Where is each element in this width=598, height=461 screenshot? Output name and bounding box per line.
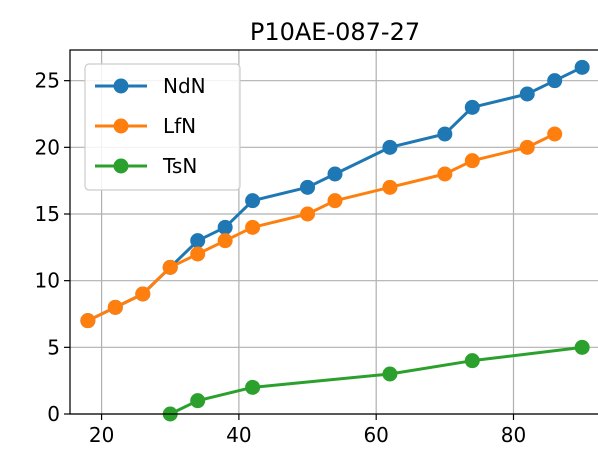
legend-marker — [113, 158, 129, 174]
series-tsn — [162, 339, 590, 422]
data-point — [190, 246, 206, 262]
legend-marker — [113, 78, 129, 94]
data-point — [135, 286, 151, 302]
y-tick-label: 25 — [35, 69, 60, 93]
legend-frame — [84, 63, 241, 191]
data-point — [190, 233, 206, 249]
data-point — [300, 206, 316, 222]
legend-label: LfN — [163, 114, 196, 138]
data-point — [327, 193, 343, 209]
data-point — [382, 179, 398, 195]
legend-label: TsN — [162, 154, 197, 178]
data-point — [245, 219, 261, 235]
data-point — [217, 233, 233, 249]
chart-title: P10AE-087-27 — [250, 18, 420, 46]
data-point — [574, 339, 590, 355]
data-point — [327, 166, 343, 182]
legend-item: TsN — [95, 154, 197, 178]
data-point — [519, 86, 535, 102]
ticks: 20 40 60 80 0 5 10 15 20 25 — [35, 69, 527, 447]
data-point — [382, 366, 398, 382]
y-tick-label: 20 — [35, 135, 60, 159]
data-point — [519, 139, 535, 155]
y-tick-label: 0 — [47, 402, 60, 426]
legend-marker — [113, 118, 129, 134]
data-point — [547, 126, 563, 142]
series-lfn — [80, 126, 563, 329]
legend: NdN LfN TsN — [84, 63, 241, 191]
data-point — [245, 193, 261, 209]
y-tick-label: 15 — [35, 202, 60, 226]
data-point — [245, 379, 261, 395]
y-tick-label: 5 — [47, 335, 60, 359]
plot-frame — [69, 49, 598, 415]
legend-item: NdN — [95, 74, 206, 98]
legend-item: LfN — [95, 114, 196, 138]
legend-label: NdN — [163, 74, 206, 98]
data-point — [464, 353, 480, 369]
data-point — [547, 73, 563, 89]
data-point — [190, 393, 206, 409]
data-point — [300, 179, 316, 195]
data-point — [162, 259, 178, 275]
data-point — [217, 219, 233, 235]
y-tick-label: 10 — [35, 269, 60, 293]
data-point — [464, 99, 480, 115]
x-tick-label: 80 — [501, 423, 526, 447]
data-point — [437, 126, 453, 142]
x-tick-label: 20 — [89, 423, 114, 447]
data-point — [382, 139, 398, 155]
data-point — [464, 153, 480, 169]
series-layer — [80, 59, 590, 422]
data-point — [574, 59, 590, 75]
x-tick-label: 40 — [226, 423, 251, 447]
data-point — [80, 313, 96, 329]
data-point — [107, 299, 123, 315]
data-point — [437, 166, 453, 182]
x-tick-label: 60 — [363, 423, 388, 447]
